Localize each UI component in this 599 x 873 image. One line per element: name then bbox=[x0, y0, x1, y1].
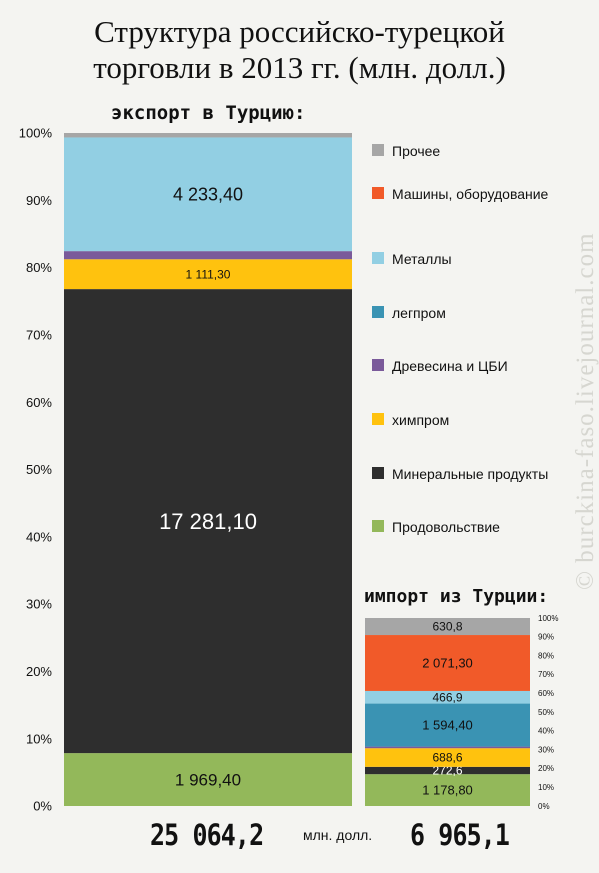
bar-segment bbox=[64, 753, 352, 806]
bar-segment bbox=[365, 746, 530, 749]
legend-swatch bbox=[372, 252, 384, 264]
legend-label: Прочее bbox=[392, 143, 441, 159]
tick-label: 40% bbox=[538, 727, 554, 736]
tick-label: 50% bbox=[538, 708, 554, 717]
legend-label: Продовольствие bbox=[392, 519, 500, 535]
chart-title: Структура российско-турецкой торговли в 2… bbox=[93, 14, 506, 85]
tick-label: 30% bbox=[538, 745, 554, 754]
legend-swatch bbox=[372, 187, 384, 199]
tick-label: 80% bbox=[26, 260, 52, 275]
data-label: 630,8 bbox=[432, 620, 462, 634]
data-label: 1 111,30 bbox=[186, 267, 231, 281]
legend-label: Машины, оборудование bbox=[392, 186, 549, 202]
tick-label: 60% bbox=[538, 689, 554, 698]
import-subtitle: импорт из Турции: bbox=[364, 586, 549, 607]
bar-segment bbox=[64, 259, 352, 290]
tick-label: 0% bbox=[33, 799, 52, 814]
tick-label: 100% bbox=[538, 614, 558, 623]
data-label: 1 969,40 bbox=[175, 771, 241, 790]
data-label: 17 281,10 bbox=[159, 509, 257, 534]
tick-label: 90% bbox=[538, 633, 554, 642]
tick-label: 70% bbox=[538, 670, 554, 679]
export-subtitle: экспорт в Турцию: bbox=[111, 102, 306, 124]
tick-label: 20% bbox=[538, 764, 554, 773]
tick-label: 30% bbox=[26, 597, 52, 612]
tick-label: 80% bbox=[538, 651, 554, 660]
tick-label: 10% bbox=[538, 783, 554, 792]
tick-label: 10% bbox=[26, 731, 52, 746]
tick-label: 40% bbox=[26, 529, 52, 544]
bar-segment bbox=[365, 748, 530, 767]
bar-segment bbox=[365, 635, 530, 691]
bar-segment bbox=[64, 289, 352, 754]
data-label: 272,6 bbox=[432, 764, 462, 778]
legend-label: химпром bbox=[392, 412, 450, 428]
tick-label: 60% bbox=[26, 395, 52, 410]
bar-segment bbox=[365, 766, 530, 775]
export-total: 25 064,2 bbox=[150, 818, 264, 852]
unit-label: млн. долл. bbox=[303, 827, 373, 843]
bar-segment bbox=[64, 133, 352, 138]
bar-segment bbox=[365, 774, 530, 806]
legend-swatch bbox=[372, 520, 384, 532]
legend-swatch bbox=[372, 413, 384, 425]
legend-label: Металлы bbox=[392, 251, 452, 267]
import-total: 6 965,1 bbox=[410, 818, 510, 852]
legend-label: легпром bbox=[392, 305, 446, 321]
tick-label: 100% bbox=[19, 126, 53, 141]
tick-label: 20% bbox=[26, 664, 52, 679]
data-label: 4 233,40 bbox=[173, 185, 243, 205]
legend-label: Минеральные продукты bbox=[392, 466, 549, 482]
legend-swatch bbox=[372, 144, 384, 156]
data-label: 466,9 bbox=[432, 690, 462, 704]
tick-label: 70% bbox=[26, 327, 52, 342]
tick-label: 50% bbox=[26, 462, 52, 477]
bar-segment bbox=[64, 137, 352, 252]
data-label: 1 178,80 bbox=[422, 783, 473, 798]
tick-label: 0% bbox=[538, 802, 550, 811]
legend-swatch bbox=[372, 467, 384, 479]
bar-segment bbox=[365, 690, 530, 704]
tick-label: 90% bbox=[26, 193, 52, 208]
legend-swatch bbox=[372, 306, 384, 318]
bar-segment bbox=[365, 618, 530, 636]
bar-segment bbox=[64, 251, 352, 260]
legend-label: Древесина и ЦБИ bbox=[392, 358, 508, 374]
data-label: 1 594,40 bbox=[422, 718, 473, 733]
bar-segment bbox=[365, 703, 530, 747]
data-label: 688,6 bbox=[432, 751, 462, 765]
data-label: 2 071,30 bbox=[422, 656, 473, 671]
legend-swatch bbox=[372, 359, 384, 371]
